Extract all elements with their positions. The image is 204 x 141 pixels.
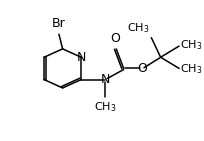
Text: O: O: [137, 62, 147, 75]
Text: N: N: [76, 51, 86, 64]
Text: CH$_3$: CH$_3$: [94, 100, 116, 114]
Text: O: O: [110, 32, 120, 45]
Text: CH$_3$: CH$_3$: [180, 38, 203, 52]
Text: CH$_3$: CH$_3$: [180, 62, 203, 76]
Text: CH$_3$: CH$_3$: [127, 21, 150, 35]
Text: N: N: [100, 73, 110, 86]
Text: Br: Br: [52, 17, 66, 30]
